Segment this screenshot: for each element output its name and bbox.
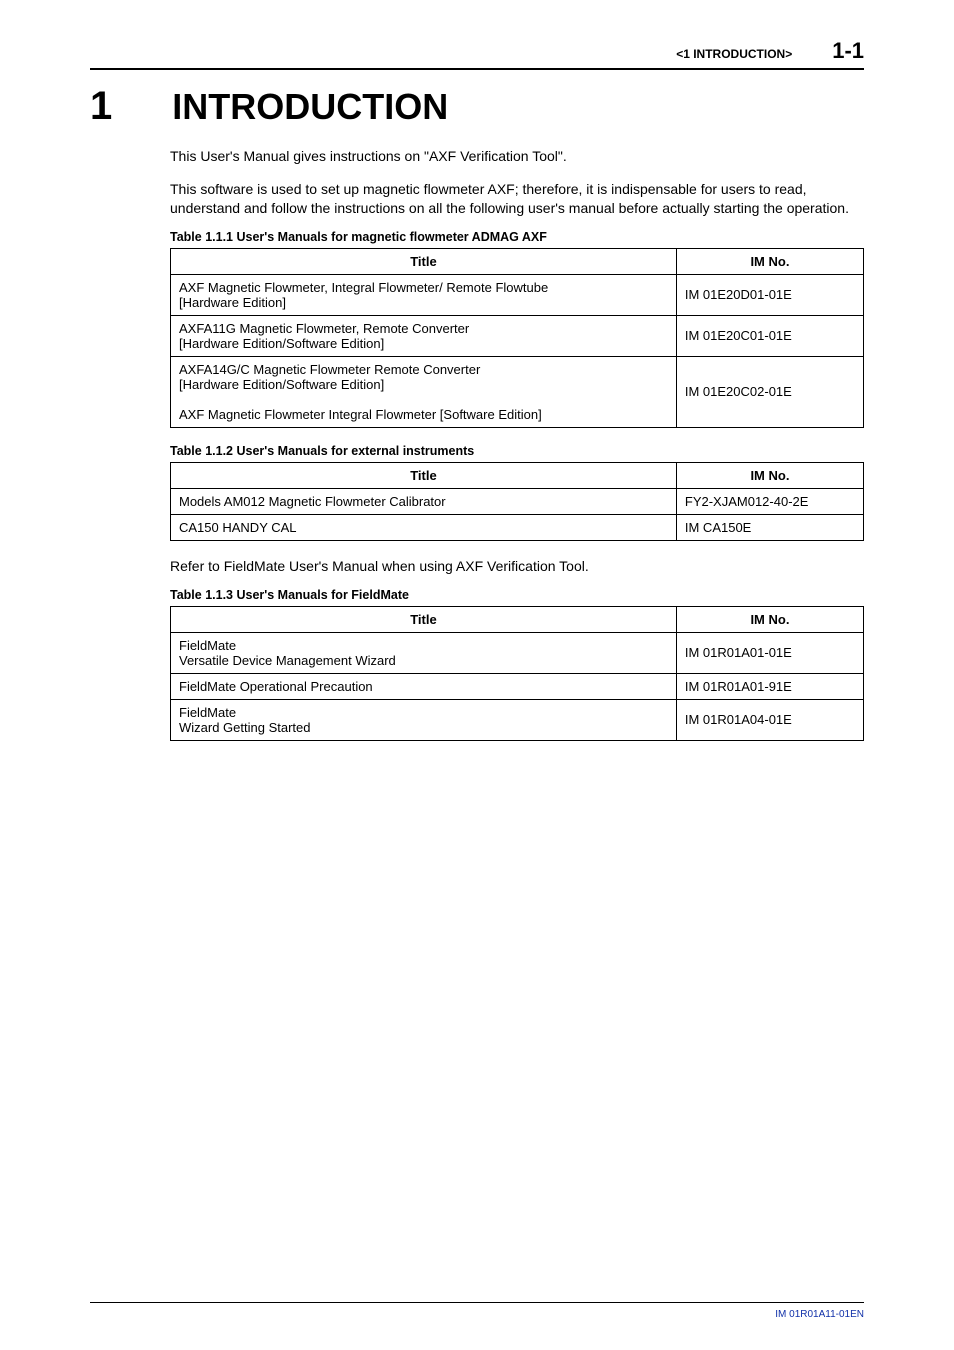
chapter-heading: 1 INTRODUCTION bbox=[90, 84, 864, 129]
page-header: <1 INTRODUCTION> 1-1 bbox=[90, 38, 864, 70]
table-row: AXFA11G Magnetic Flowmeter, Remote Conve… bbox=[171, 315, 864, 356]
table-cell-im: IM CA150E bbox=[676, 514, 863, 540]
table-cell-im: IM 01E20C02-01E bbox=[676, 356, 863, 427]
table-cell-title: AXF Magnetic Flowmeter, Integral Flowmet… bbox=[171, 274, 677, 315]
footer-divider bbox=[90, 1302, 864, 1303]
body-content: This User's Manual gives instructions on… bbox=[170, 147, 864, 741]
table-row: Models AM012 Magnetic Flowmeter Calibrat… bbox=[171, 488, 864, 514]
table-cell-im: IM 01R01A01-91E bbox=[676, 673, 863, 699]
paragraph-3: Refer to FieldMate User's Manual when us… bbox=[170, 557, 864, 576]
table-3: Title IM No. FieldMateVersatile Device M… bbox=[170, 606, 864, 741]
table-3-caption: Table 1.1.3 User's Manuals for FieldMate bbox=[170, 588, 864, 602]
table-3-col-title: Title bbox=[171, 606, 677, 632]
table-3-col-im: IM No. bbox=[676, 606, 863, 632]
table-1-col-title: Title bbox=[171, 248, 677, 274]
table-row: CA150 HANDY CAL IM CA150E bbox=[171, 514, 864, 540]
header-section-label: <1 INTRODUCTION> bbox=[676, 47, 792, 61]
table-cell-im: IM 01E20C01-01E bbox=[676, 315, 863, 356]
footer-doc-id: IM 01R01A11-01EN bbox=[0, 1309, 864, 1320]
table-cell-im: IM 01R01A04-01E bbox=[676, 699, 863, 740]
table-2-caption: Table 1.1.2 User's Manuals for external … bbox=[170, 444, 864, 458]
table-row: FieldMate Operational Precaution IM 01R0… bbox=[171, 673, 864, 699]
table-1-col-im: IM No. bbox=[676, 248, 863, 274]
table-cell-im: FY2-XJAM012-40-2E bbox=[676, 488, 863, 514]
paragraph-2: This software is used to set up magnetic… bbox=[170, 180, 864, 218]
paragraph-1: This User's Manual gives instructions on… bbox=[170, 147, 864, 166]
table-cell-im: IM 01E20D01-01E bbox=[676, 274, 863, 315]
page: <1 INTRODUCTION> 1-1 1 INTRODUCTION This… bbox=[0, 0, 954, 1350]
table-2-col-title: Title bbox=[171, 462, 677, 488]
page-footer: IM 01R01A11-01EN bbox=[0, 1302, 864, 1320]
header-page-number: 1-1 bbox=[832, 38, 864, 64]
table-cell-title: FieldMateVersatile Device Management Wiz… bbox=[171, 632, 677, 673]
table-row: FieldMateWizard Getting Started IM 01R01… bbox=[171, 699, 864, 740]
table-cell-title: CA150 HANDY CAL bbox=[171, 514, 677, 540]
table-row: AXF Magnetic Flowmeter, Integral Flowmet… bbox=[171, 274, 864, 315]
table-cell-title: AXFA11G Magnetic Flowmeter, Remote Conve… bbox=[171, 315, 677, 356]
table-row: AXFA14G/C Magnetic Flowmeter Remote Conv… bbox=[171, 356, 864, 427]
table-1: Title IM No. AXF Magnetic Flowmeter, Int… bbox=[170, 248, 864, 428]
table-cell-title: FieldMate Operational Precaution bbox=[171, 673, 677, 699]
table-1-caption: Table 1.1.1 User's Manuals for magnetic … bbox=[170, 230, 864, 244]
table-cell-title: Models AM012 Magnetic Flowmeter Calibrat… bbox=[171, 488, 677, 514]
table-row: FieldMateVersatile Device Management Wiz… bbox=[171, 632, 864, 673]
table-cell-title: FieldMateWizard Getting Started bbox=[171, 699, 677, 740]
chapter-title: INTRODUCTION bbox=[172, 86, 448, 128]
table-2-col-im: IM No. bbox=[676, 462, 863, 488]
chapter-number: 1 bbox=[90, 84, 112, 129]
table-cell-im: IM 01R01A01-01E bbox=[676, 632, 863, 673]
table-2: Title IM No. Models AM012 Magnetic Flowm… bbox=[170, 462, 864, 541]
table-cell-title: AXFA14G/C Magnetic Flowmeter Remote Conv… bbox=[171, 356, 677, 427]
